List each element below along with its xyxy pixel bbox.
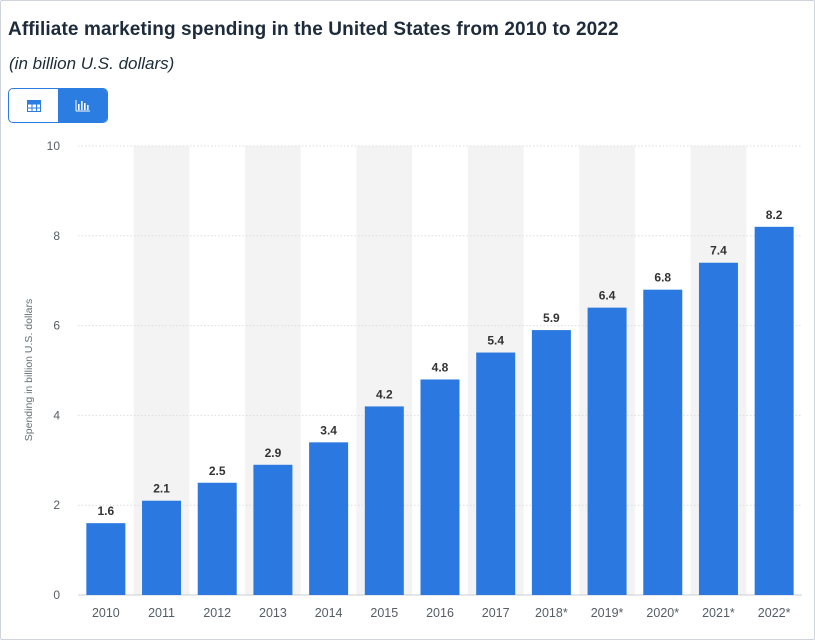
value-label: 6.4 [599,289,616,303]
value-label: 8.2 [766,208,783,222]
chart-subtitle: (in billion U.S. dollars) [9,54,175,73]
y-tick-label: 0 [53,588,60,602]
chart-title: Affiliate marketing spending in the Unit… [8,19,619,40]
value-label: 3.4 [320,423,337,437]
value-label: 2.1 [153,482,170,496]
value-label: 2.9 [265,446,282,460]
x-tick-label: 2022* [758,606,791,620]
x-tick-label: 2013 [259,606,287,620]
y-tick-label: 6 [53,319,60,333]
value-label: 5.9 [543,311,560,325]
bar-2012 [197,482,237,595]
table-icon [26,99,41,112]
x-tick-label: 2020* [646,606,679,620]
bar-2020 [643,289,683,595]
x-tick-label: 2021* [702,606,735,620]
bar-chart-icon [75,100,90,112]
bar-2021 [698,262,738,595]
bar-2018 [531,330,571,595]
bar-2010 [86,523,126,595]
bar-2022 [754,226,794,595]
value-label: 6.8 [654,271,671,285]
bar-2017 [476,352,516,595]
table-view-button[interactable] [9,89,58,122]
bar-2014 [309,442,349,595]
value-label: 1.6 [98,504,115,518]
value-label: 4.2 [376,387,393,401]
x-tick-label: 2019* [591,606,624,620]
x-tick-label: 2018* [535,606,568,620]
x-tick-label: 2012 [203,606,231,620]
x-tick-label: 2017 [482,606,510,620]
y-tick-label: 2 [53,498,60,512]
value-label: 4.8 [432,360,449,374]
y-tick-label: 10 [47,139,61,153]
view-toggle [8,88,108,123]
bar-2015 [364,406,404,595]
value-label: 2.5 [209,464,226,478]
y-tick-label: 8 [53,229,60,243]
y-tick-label: 4 [53,408,60,422]
x-tick-label: 2014 [315,606,343,620]
x-tick-label: 2010 [92,606,120,620]
bar-2016 [420,379,460,595]
bar-2011 [142,500,182,595]
value-label: 5.4 [487,334,504,348]
x-tick-label: 2011 [148,606,175,620]
value-label: 7.4 [710,244,727,258]
bar-2013 [253,464,293,595]
chart-view-button[interactable] [58,89,107,122]
x-tick-label: 2016 [426,606,454,620]
x-tick-label: 2015 [370,606,398,620]
bar-2019 [587,307,627,595]
